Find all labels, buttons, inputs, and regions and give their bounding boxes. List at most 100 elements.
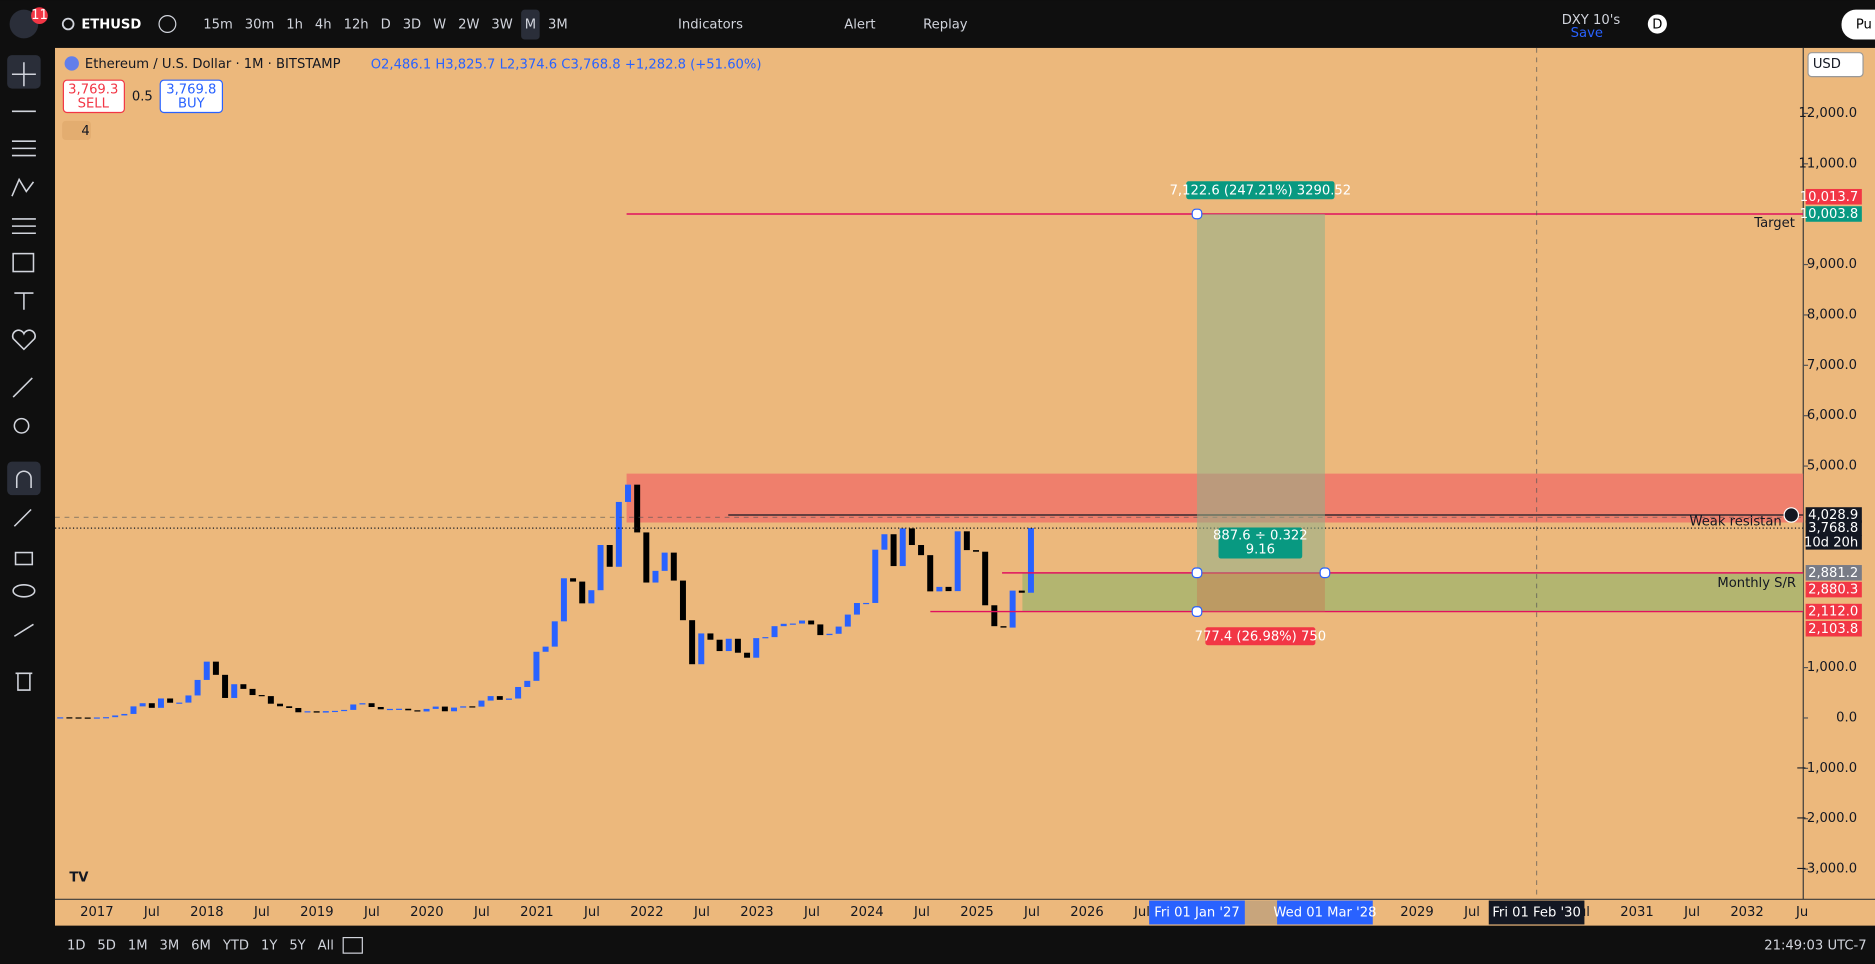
interval[interactable]: 3W	[491, 18, 512, 33]
candle	[139, 703, 146, 707]
replay[interactable]: Replay	[923, 18, 968, 33]
legend-title: Ethereum / U.S. Dollar · 1M · BITSTAMP	[85, 57, 341, 72]
candle	[927, 555, 934, 592]
indicator-toggle[interactable]	[62, 120, 91, 141]
compare[interactable]: DXY 10's	[1562, 13, 1621, 28]
countdown-bg	[1805, 535, 1862, 550]
candle	[121, 713, 128, 716]
y-tick-label: −3,000.0	[1796, 862, 1857, 877]
publish[interactable]: Pu	[1856, 18, 1872, 33]
tool-ruler[interactable]	[12, 377, 33, 398]
candle	[432, 706, 439, 709]
x-tick-label: 2017	[80, 905, 113, 920]
indicator-count[interactable]: 4	[81, 124, 89, 139]
range[interactable]: All	[318, 938, 334, 953]
tool-text[interactable]	[14, 292, 34, 310]
candle	[167, 698, 174, 703]
candle	[313, 711, 320, 713]
candle	[396, 708, 403, 710]
add-alert[interactable]	[1783, 507, 1800, 523]
candle	[716, 639, 723, 652]
currency[interactable]: USD	[1813, 57, 1841, 72]
interval[interactable]: 1h	[286, 18, 303, 33]
search-icon[interactable]	[61, 17, 75, 31]
candle	[597, 545, 604, 591]
sell-price[interactable]: 3,769.3	[68, 82, 118, 97]
handle[interactable]	[1191, 567, 1203, 579]
interval[interactable]: 4h	[315, 18, 332, 33]
buy-price[interactable]: 3,769.8	[166, 82, 216, 97]
currency-box[interactable]	[1807, 52, 1864, 78]
high: H3,825.7	[435, 57, 495, 72]
interval[interactable]: D	[381, 18, 391, 33]
candle	[826, 633, 833, 636]
interval[interactable]: W	[433, 18, 446, 33]
alert[interactable]: Alert	[844, 18, 875, 33]
sell-label[interactable]: SELL	[78, 97, 110, 112]
indicators[interactable]: Indicators	[678, 18, 743, 33]
tool-link[interactable]	[13, 623, 34, 637]
y-tick-label: 11,000.0	[1799, 156, 1858, 171]
tool-lock[interactable]	[14, 551, 34, 566]
interval[interactable]: 30m	[245, 18, 275, 33]
tool-magnet[interactable]	[15, 470, 32, 488]
candle	[203, 661, 210, 680]
avatar-bg[interactable]	[1647, 14, 1667, 34]
range[interactable]: 6M	[191, 938, 211, 953]
range[interactable]: 1M	[128, 938, 148, 953]
candle	[799, 620, 805, 624]
tool-trash[interactable]	[15, 672, 33, 691]
tool-zoom[interactable]	[13, 417, 30, 434]
interval[interactable]: 12h	[344, 18, 369, 33]
interval[interactable]: M	[525, 18, 536, 33]
range[interactable]: YTD	[222, 938, 249, 953]
range[interactable]: 1Y	[261, 938, 278, 953]
interval[interactable]: 3M	[548, 18, 568, 33]
tool-pencil[interactable]	[13, 508, 32, 527]
candle	[643, 532, 650, 583]
candle	[240, 684, 247, 689]
watermark: TV	[69, 870, 89, 885]
candle	[606, 545, 613, 567]
x-tick-label: Jul	[473, 905, 490, 920]
tool-cross[interactable]	[11, 62, 36, 87]
range[interactable]: 1D	[67, 938, 85, 953]
candle	[936, 586, 943, 592]
tool-eye[interactable]	[12, 584, 36, 598]
candle	[588, 590, 595, 604]
sell-button[interactable]	[62, 79, 125, 114]
candle	[899, 528, 906, 567]
interval[interactable]: 2W	[458, 18, 479, 33]
tool-magnet-bg[interactable]	[7, 461, 41, 496]
handle[interactable]	[1191, 208, 1203, 220]
tool-shape[interactable]	[12, 252, 35, 273]
buy-label[interactable]: BUY	[178, 97, 206, 112]
range[interactable]: 5D	[97, 938, 115, 953]
range[interactable]: 3M	[160, 938, 180, 953]
range[interactable]: 5Y	[289, 938, 306, 953]
interval[interactable]: 3D	[403, 18, 421, 33]
handle[interactable]	[1191, 606, 1203, 617]
price-label-bg	[1805, 188, 1862, 205]
candle	[405, 708, 412, 711]
handle[interactable]	[1319, 567, 1331, 579]
interval[interactable]: 15m	[203, 18, 233, 33]
candle	[130, 706, 137, 714]
candle	[368, 703, 375, 707]
publish-bg[interactable]	[1841, 9, 1875, 40]
buy-button[interactable]	[159, 79, 224, 114]
add-symbol[interactable]	[158, 15, 177, 33]
symbol[interactable]: ETHUSD	[81, 18, 141, 33]
tool-forecast[interactable]	[11, 218, 36, 235]
date-range-icon[interactable]	[342, 936, 363, 954]
logo[interactable]	[9, 9, 39, 39]
tool-favorite[interactable]	[11, 329, 36, 351]
candle	[231, 684, 238, 698]
tool-pattern[interactable]	[11, 177, 35, 197]
time-label: Wed 01 Mar '28	[1273, 906, 1376, 921]
avatar[interactable]: D	[1652, 18, 1662, 33]
price-label: 2,880.3	[1808, 583, 1858, 598]
tool-fib[interactable]	[11, 140, 36, 157]
save[interactable]: Save	[1571, 26, 1603, 41]
symbol-icon	[64, 56, 79, 71]
